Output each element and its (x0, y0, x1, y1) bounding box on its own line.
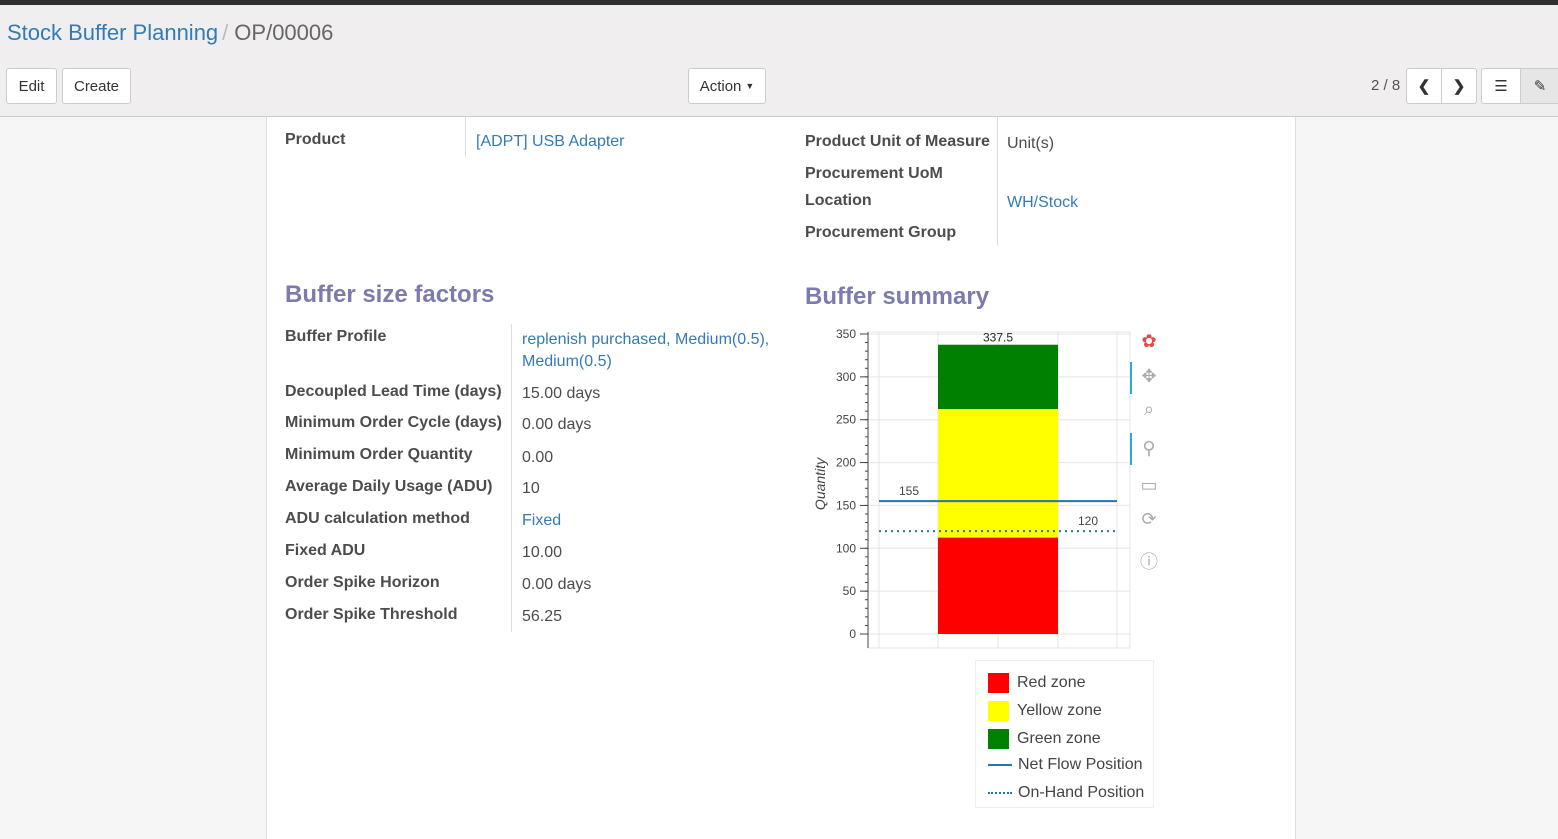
procurement-uom-label: Procurement UoM (805, 165, 943, 182)
control-panel: Stock Buffer Planning / OP/00006 Edit Crea… (0, 5, 1558, 117)
uom-label: Product Unit of Measure (805, 133, 990, 150)
buffer-profile-value-2[interactable]: Medium(0.5) (522, 353, 612, 370)
dlt-value: 15.00 (522, 385, 563, 402)
bar-segment-red-zone (938, 537, 1058, 634)
list-view-button[interactable]: ☰ (1481, 68, 1521, 104)
moc-label: Minimum Order Cycle (days) (285, 414, 502, 431)
legend-item-green: Green zone (988, 729, 1101, 749)
procurement-group-label: Procurement Group (805, 224, 957, 241)
bar-label: 337.5 (983, 331, 1013, 345)
bar-segment-yellow-zone (938, 409, 1058, 538)
chart-legend: Red zone Yellow zone Green zone Net Flow… (975, 660, 1154, 808)
legend-item-red: Red zone (988, 673, 1086, 693)
adu-label: Average Daily Usage (ADU) (285, 478, 493, 495)
bokeh-logo-icon[interactable]: ✿ (1141, 331, 1157, 351)
spike-threshold-label: Order Spike Threshold (285, 606, 458, 623)
legend-item-on-hand: On-Hand Position (988, 784, 1144, 802)
list-icon: ☰ (1494, 78, 1508, 95)
chevron-right-icon: ❯ (1452, 78, 1466, 95)
reset-icon[interactable]: ⟳ (1141, 509, 1157, 529)
buffer-factors-title: Buffer size factors (285, 281, 495, 308)
line-label: 120 (1078, 514, 1098, 528)
action-label: Action (699, 77, 742, 95)
breadcrumb: Stock Buffer Planning / OP/00006 (7, 20, 334, 45)
location-value[interactable]: WH/Stock (1007, 194, 1079, 211)
y-tick-label: 50 (843, 584, 857, 598)
line-label: 155 (899, 484, 919, 498)
pan-icon[interactable]: ✥ (1141, 366, 1157, 386)
adu-value: 10 (522, 480, 540, 497)
y-tick-label: 100 (836, 541, 856, 555)
breadcrumb-parent[interactable]: Stock Buffer Planning (7, 20, 219, 45)
legend-item-net-flow: Net Flow Position (988, 756, 1143, 774)
moc-value: 0.00 (522, 416, 554, 433)
spike-threshold-value: 56.25 (522, 608, 563, 625)
edit-button[interactable]: Edit (6, 68, 57, 104)
moc-unit: days (557, 416, 592, 433)
uom-value: Unit(s) (1007, 135, 1055, 152)
y-tick-label: 300 (836, 370, 856, 384)
form-view-button[interactable]: ✎ (1520, 68, 1558, 104)
save-icon[interactable]: ▭ (1140, 475, 1158, 495)
product-value[interactable]: [ADPT] USB Adapter (476, 133, 625, 150)
legend-item-yellow: Yellow zone (988, 701, 1102, 721)
y-tick-label: 0 (849, 627, 856, 641)
buffer-summary-title: Buffer summary (805, 283, 990, 310)
help-icon[interactable]: ⓘ (1140, 552, 1158, 572)
fixed-adu-value: 10.00 (522, 544, 563, 561)
spike-horizon-value: 0.00 (522, 576, 554, 593)
breadcrumb-current: OP/00006 (234, 20, 334, 45)
chevron-left-icon: ❮ (1417, 78, 1431, 95)
previous-button[interactable]: ❮ (1406, 68, 1442, 104)
wheel-zoom-icon[interactable]: ⚲ (1142, 438, 1156, 458)
dlt-unit: days (566, 385, 601, 402)
box-zoom-icon[interactable]: ⌕ (1143, 399, 1155, 419)
y-tick-label: 150 (836, 498, 856, 512)
create-button[interactable]: Create (62, 68, 131, 104)
moq-value: 0.00 (522, 449, 554, 466)
adu-method-label: ADU calculation method (285, 510, 470, 527)
y-tick-label: 350 (836, 327, 856, 341)
buffer-profile-value[interactable]: replenish purchased, Medium(0.5), (522, 331, 770, 348)
adu-method-value[interactable]: Fixed (522, 512, 562, 529)
y-tick-label: 250 (836, 413, 856, 427)
spike-horizon-label: Order Spike Horizon (285, 574, 440, 591)
top-bar (0, 0, 1558, 5)
product-label: Product (285, 131, 346, 148)
dlt-label: Decoupled Lead Time (days) (285, 383, 502, 400)
bar-segment-green-zone (938, 344, 1058, 409)
buffer-chart: 050100150200250300350Quantity112.5262.53… (812, 327, 1131, 649)
caret-down-icon: ▼ (745, 81, 755, 91)
y-tick-label: 200 (836, 456, 856, 470)
pager-value: 2 / 8 (1371, 77, 1401, 94)
location-label: Location (805, 192, 872, 209)
spike-horizon-unit: days (557, 576, 592, 593)
edit-form-icon: ✎ (1533, 78, 1547, 95)
next-button[interactable]: ❯ (1441, 68, 1477, 104)
y-axis-label: Quantity (812, 457, 828, 510)
fixed-adu-label: Fixed ADU (285, 542, 366, 559)
moq-label: Minimum Order Quantity (285, 446, 473, 463)
action-dropdown[interactable]: Action ▼ (688, 68, 766, 104)
buffer-profile-label: Buffer Profile (285, 328, 387, 345)
